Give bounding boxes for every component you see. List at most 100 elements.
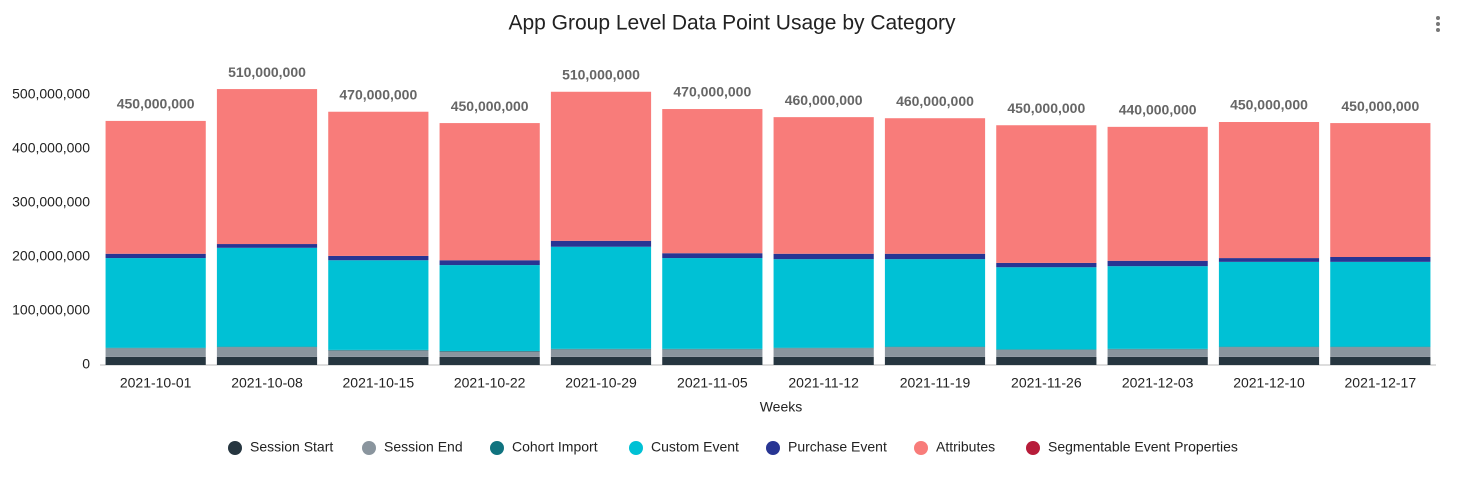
legend-label: Segmentable Event Properties [1048,439,1238,455]
bar-segment [1107,348,1208,350]
bar-segment [550,348,652,350]
bar-segment [1107,356,1208,365]
bar-segment [1218,356,1320,365]
bar-segment [1218,346,1320,348]
bar-segment [662,349,763,357]
bar-segment [328,350,429,357]
bar-segment [550,91,652,241]
y-tick-label: 0 [82,356,90,372]
y-tick-label: 300,000,000 [12,194,90,210]
bar-segment [996,267,1097,350]
y-tick-label: 400,000,000 [12,140,90,156]
bar-segment [996,262,1097,268]
bar-segment [328,356,429,365]
x-tick-label: 2021-10-01 [120,375,192,391]
legend-marker [490,441,504,455]
x-tick-label: 2021-12-10 [1233,375,1305,391]
total-label: 440,000,000 [1119,102,1197,118]
chart-title: App Group Level Data Point Usage by Cate… [508,12,956,35]
legend-marker [629,441,643,455]
bar-segment [1330,356,1431,365]
bar-segment [773,117,874,254]
x-tick-label: 2021-10-15 [343,375,415,391]
bar-segment [884,346,986,348]
bar-segment [328,255,429,261]
legend-marker [228,441,242,455]
legend-label: Custom Event [651,439,739,455]
bar-segment [105,253,206,259]
menu-button[interactable] [1436,16,1440,32]
bar-segment [884,259,986,347]
total-label: 450,000,000 [117,96,195,112]
x-tick-label: 2021-12-03 [1122,375,1194,391]
bar-segment [439,123,540,261]
bar-segment [1218,347,1320,357]
total-label: 460,000,000 [896,93,974,109]
total-label: 460,000,000 [785,92,863,108]
bar-segment [328,260,429,350]
bar-segment [773,347,874,349]
total-label: 470,000,000 [339,86,417,102]
legend-label: Purchase Event [788,439,887,455]
menu-dot [1436,16,1440,20]
bar-segment [773,259,874,348]
x-tick-label: 2021-11-26 [1011,375,1082,391]
x-tick-label: 2021-11-19 [900,375,971,391]
bar-segment [216,346,318,348]
bar-segment [105,347,206,349]
bar-segment [1218,258,1320,262]
legend-label: Session End [384,439,463,455]
legend-marker [1026,441,1040,455]
legend-label: Session Start [250,439,333,455]
bar-segment [1330,261,1431,347]
bar-segment [105,120,206,254]
y-tick-label: 100,000,000 [12,302,90,318]
bar-segment [773,253,874,260]
x-tick-label: 2021-11-05 [677,375,748,391]
bar-segment [105,356,206,365]
bar-segment [1218,261,1320,347]
x-axis-title: Weeks [760,399,803,415]
legend-marker [914,441,928,455]
bar-segment [1218,122,1320,259]
bar-segment [550,356,652,365]
bar-segment [884,118,986,254]
bar-segment [216,247,318,347]
total-label: 510,000,000 [228,64,306,80]
bar-segment [328,349,429,351]
bar-segment [773,348,874,357]
x-tick-label: 2021-11-12 [788,375,859,391]
menu-dot [1436,22,1440,26]
bar-segment [105,348,206,357]
bar-segment [662,356,763,365]
legend-marker [766,441,780,455]
bar-segment [884,347,986,357]
total-label: 450,000,000 [1230,97,1308,113]
x-tick-label: 2021-10-22 [454,375,526,391]
bar-segment [996,125,1097,263]
bar-segment [884,253,986,260]
bar-segment [1107,260,1208,267]
bar-segment [662,348,763,350]
total-label: 450,000,000 [1007,100,1085,116]
bar-segment [1330,257,1431,262]
bar-segment [439,265,540,351]
bar-segment [1107,126,1208,261]
bar-segment [105,258,206,348]
bar-segment [328,111,429,256]
bar-segment [550,349,652,357]
bar-segment [996,349,1097,357]
bar-segment [439,350,540,352]
bar-segment [439,356,540,365]
bar-segment [996,356,1097,365]
bar-segment [216,244,318,248]
x-tick-label: 2021-10-08 [231,375,303,391]
total-label: 470,000,000 [673,84,751,100]
legend-label: Cohort Import [512,439,598,455]
bar-segment [1330,347,1431,357]
bar-segment [216,89,318,245]
bar-segment [1107,266,1208,349]
bar-segment [439,260,540,266]
bar-segment [1330,123,1431,257]
